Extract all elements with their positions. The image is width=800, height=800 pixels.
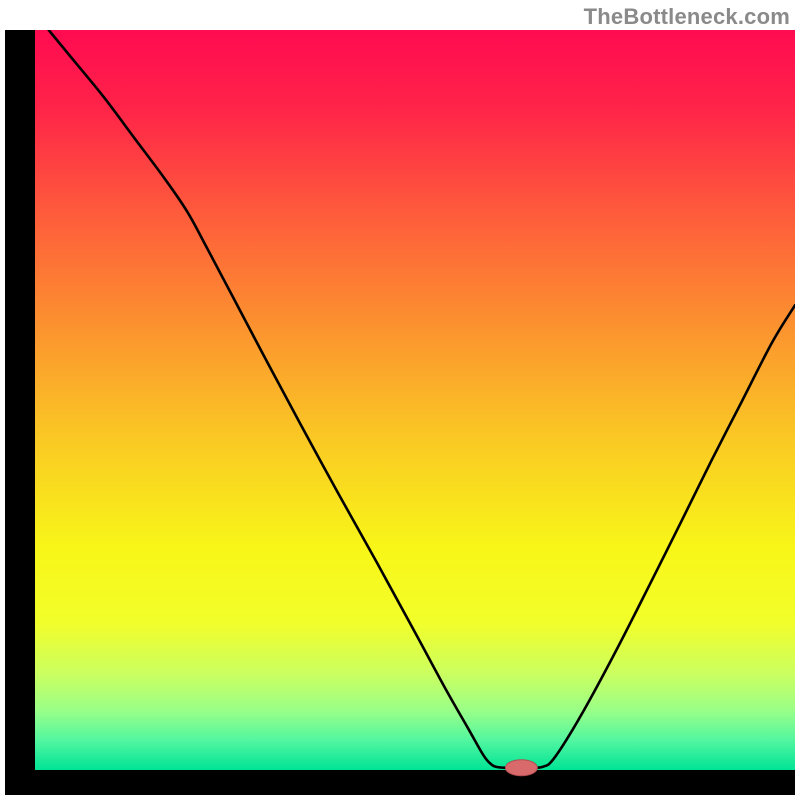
- watermark-text: TheBottleneck.com: [584, 4, 790, 30]
- chart-wrapper: TheBottleneck.com: [0, 0, 800, 800]
- chart-svg: [5, 30, 795, 795]
- bottleneck-chart: [5, 30, 795, 795]
